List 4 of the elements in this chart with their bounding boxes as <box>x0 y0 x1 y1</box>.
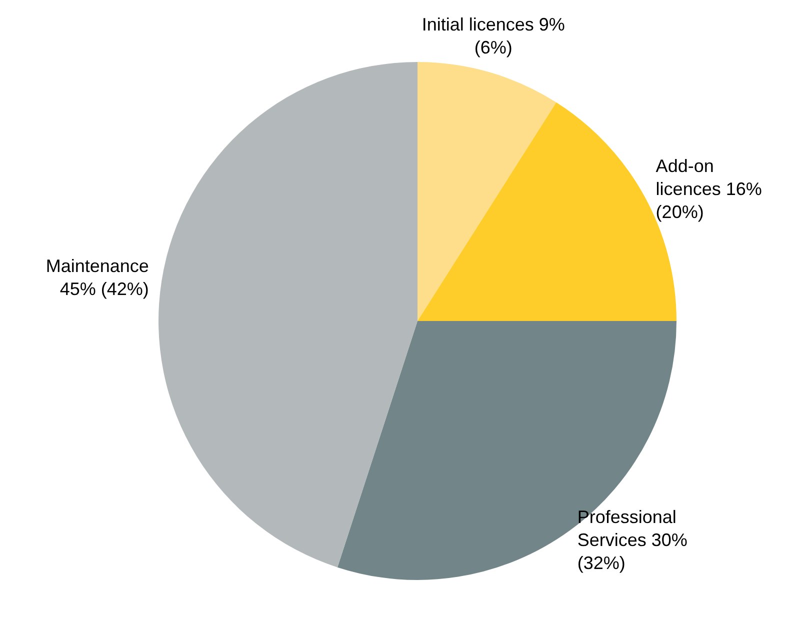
slice-label: Initial licences 9% (6%) <box>422 14 565 58</box>
slice-label: Add-on licences 16% (20%) <box>656 156 762 222</box>
slice-label: Maintenance <box>46 256 149 276</box>
data-label: 45% (42%) <box>60 278 149 299</box>
